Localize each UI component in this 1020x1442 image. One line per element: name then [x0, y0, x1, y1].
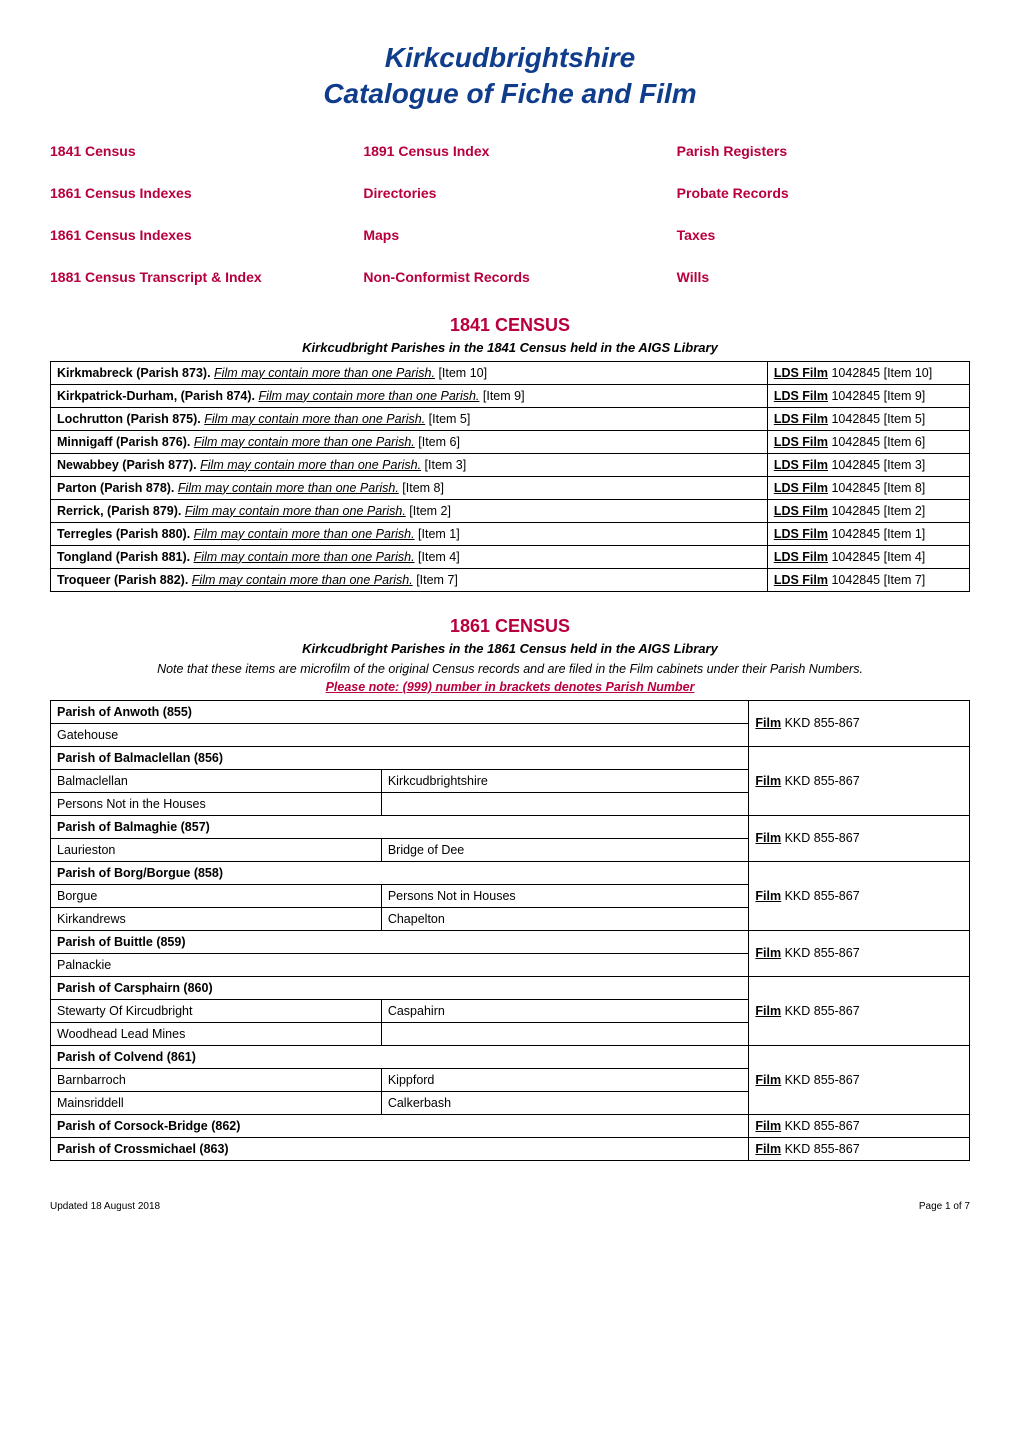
parish-row-film: LDS Film 1042845 [Item 7]: [767, 568, 969, 591]
parish-sub: Calkerbash: [381, 1091, 749, 1114]
film-ref: Film KKD 855-867: [749, 746, 970, 815]
parish-row-film: LDS Film 1042845 [Item 9]: [767, 384, 969, 407]
parish-row-left: Kirkpatrick-Durham, (Parish 874). Film m…: [51, 384, 768, 407]
parish-sub: Persons Not in the Houses: [51, 792, 382, 815]
census-1861-please-note: Please note: (999) number in brackets de…: [50, 680, 970, 694]
parish-row-left: Parton (Parish 878). Film may contain mo…: [51, 476, 768, 499]
nav-link[interactable]: 1861 Census Indexes: [50, 227, 343, 243]
nav-link[interactable]: Taxes: [677, 227, 970, 243]
nav-grid: 1841 Census 1891 Census Index Parish Reg…: [50, 143, 970, 285]
parish-head: Parish of Colvend (861): [51, 1045, 749, 1068]
census-1861-heading: 1861 CENSUS: [50, 616, 970, 637]
page-title-line1: Kirkcudbrightshire: [50, 40, 970, 76]
census-1861-subheading: Kirkcudbright Parishes in the 1861 Censu…: [50, 641, 970, 656]
parish-row-film: LDS Film 1042845 [Item 6]: [767, 430, 969, 453]
parish-sub: Bridge of Dee: [381, 838, 749, 861]
census-1841-subheading: Kirkcudbright Parishes in the 1841 Censu…: [50, 340, 970, 355]
nav-link[interactable]: 1891 Census Index: [363, 143, 656, 159]
parish-sub: Mainsriddell: [51, 1091, 382, 1114]
footer-updated: Updated 18 August 2018: [50, 1201, 160, 1212]
parish-sub: Kirkcudbrightshire: [381, 769, 749, 792]
parish-row-left: Terregles (Parish 880). Film may contain…: [51, 522, 768, 545]
nav-link[interactable]: Maps: [363, 227, 656, 243]
parish-sub: Balmaclellan: [51, 769, 382, 792]
parish-head: Parish of Borg/Borgue (858): [51, 861, 749, 884]
nav-link[interactable]: 1841 Census: [50, 143, 343, 159]
parish-row-film: LDS Film 1042845 [Item 2]: [767, 499, 969, 522]
nav-link[interactable]: Non-Conformist Records: [363, 269, 656, 285]
parish-sub: Kirkandrews: [51, 907, 382, 930]
parish-head: Parish of Carsphairn (860): [51, 976, 749, 999]
parish-sub: Barnbarroch: [51, 1068, 382, 1091]
parish-row-film: LDS Film 1042845 [Item 8]: [767, 476, 969, 499]
parish-row-left: Tongland (Parish 881). Film may contain …: [51, 545, 768, 568]
film-ref: Film KKD 855-867: [749, 976, 970, 1045]
film-ref: Film KKD 855-867: [749, 700, 970, 746]
parish-row-left: Troqueer (Parish 882). Film may contain …: [51, 568, 768, 591]
parish-sub: Palnackie: [51, 953, 749, 976]
parish-row-film: LDS Film 1042845 [Item 1]: [767, 522, 969, 545]
parish-sub: [381, 792, 749, 815]
film-ref: Film KKD 855-867: [749, 861, 970, 930]
page-title-block: Kirkcudbrightshire Catalogue of Fiche an…: [50, 40, 970, 113]
film-ref: Film KKD 855-867: [749, 1045, 970, 1114]
parish-sub: [381, 1022, 749, 1045]
parish-row-film: LDS Film 1042845 [Item 5]: [767, 407, 969, 430]
parish-sub: Gatehouse: [51, 723, 749, 746]
parish-row-left: Minnigaff (Parish 876). Film may contain…: [51, 430, 768, 453]
parish-row-left: Newabbey (Parish 877). Film may contain …: [51, 453, 768, 476]
parish-sub: Stewarty Of Kircudbright: [51, 999, 382, 1022]
parish-row-left: Lochrutton (Parish 875). Film may contai…: [51, 407, 768, 430]
nav-link[interactable]: Parish Registers: [677, 143, 970, 159]
parish-row-film: LDS Film 1042845 [Item 10]: [767, 361, 969, 384]
parish-head: Parish of Corsock-Bridge (862): [51, 1114, 749, 1137]
film-ref: Film KKD 855-867: [749, 930, 970, 976]
page-footer: Updated 18 August 2018 Page 1 of 7: [50, 1201, 970, 1212]
nav-link[interactable]: Directories: [363, 185, 656, 201]
nav-link[interactable]: Probate Records: [677, 185, 970, 201]
parish-row-film: LDS Film 1042845 [Item 3]: [767, 453, 969, 476]
parish-head: Parish of Balmaclellan (856): [51, 746, 749, 769]
parish-row-left: Rerrick, (Parish 879). Film may contain …: [51, 499, 768, 522]
census-1841-heading: 1841 CENSUS: [50, 315, 970, 336]
nav-link[interactable]: 1881 Census Transcript & Index: [50, 269, 343, 285]
film-ref: Film KKD 855-867: [749, 815, 970, 861]
census-1841-table: Kirkmabreck (Parish 873). Film may conta…: [50, 361, 970, 592]
film-ref: Film KKD 855-867: [749, 1114, 970, 1137]
film-ref: Film KKD 855-867: [749, 1137, 970, 1160]
parish-row-left: Kirkmabreck (Parish 873). Film may conta…: [51, 361, 768, 384]
parish-sub: Persons Not in Houses: [381, 884, 749, 907]
parish-head: Parish of Balmaghie (857): [51, 815, 749, 838]
nav-link[interactable]: Wills: [677, 269, 970, 285]
parish-sub: Borgue: [51, 884, 382, 907]
parish-row-film: LDS Film 1042845 [Item 4]: [767, 545, 969, 568]
page-title-line2: Catalogue of Fiche and Film: [50, 76, 970, 112]
footer-pagenum: Page 1 of 7: [919, 1201, 970, 1212]
parish-sub: Kippford: [381, 1068, 749, 1091]
nav-link[interactable]: 1861 Census Indexes: [50, 185, 343, 201]
parish-head: Parish of Anwoth (855): [51, 700, 749, 723]
census-1861-note: Note that these items are microfilm of t…: [50, 662, 970, 676]
parish-sub: Woodhead Lead Mines: [51, 1022, 382, 1045]
parish-head: Parish of Crossmichael (863): [51, 1137, 749, 1160]
parish-sub: Laurieston: [51, 838, 382, 861]
census-1861-table: Parish of Anwoth (855) Film KKD 855-867 …: [50, 700, 970, 1161]
parish-sub: Chapelton: [381, 907, 749, 930]
parish-head: Parish of Buittle (859): [51, 930, 749, 953]
parish-sub: Caspahirn: [381, 999, 749, 1022]
